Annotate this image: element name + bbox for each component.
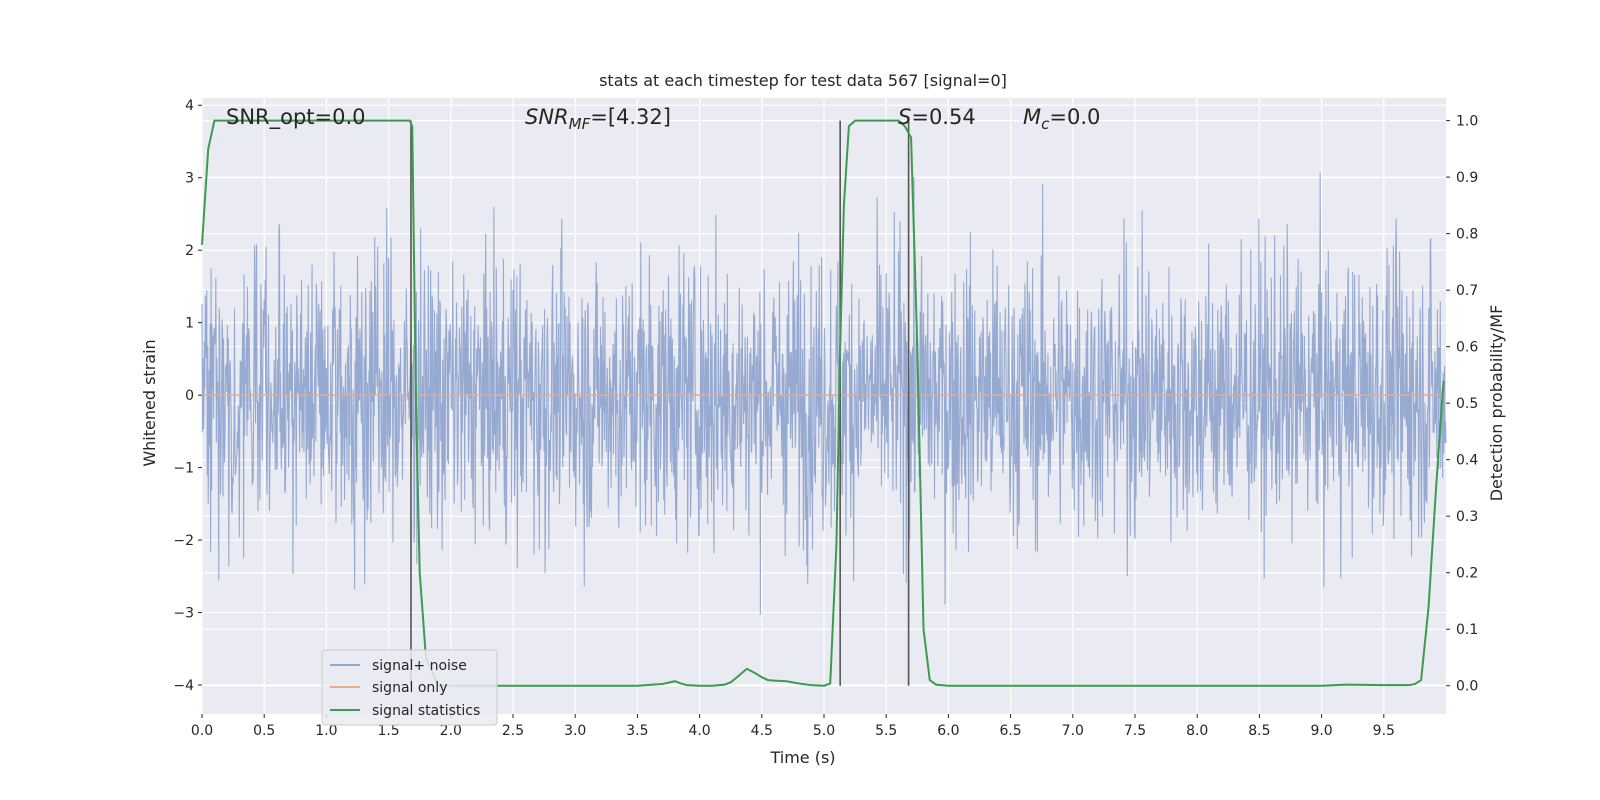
y2-tick-label: 0.6 [1456,340,1478,356]
x-tick-label: 9.5 [1373,723,1395,739]
annotation-s: S=0.54 [898,105,976,129]
y2-tick-label: 1.0 [1456,114,1478,130]
x-tick-label: 8.0 [1186,723,1208,739]
legend-label-signal-statistics: signal statistics [372,703,480,719]
y-axis-ticks: 4 3 2 1 0 −1 −2 −3 −4 [173,98,202,694]
y2-tick-label: 0.5 [1456,396,1478,412]
legend-box [321,649,498,726]
y-axis-label: Whitened strain [140,339,159,466]
x-tick-label: 4.0 [688,723,710,739]
x-tick-label: 2.5 [502,723,524,739]
x-tick-label: 8.5 [1248,723,1270,739]
y2-tick-label: 0.4 [1456,453,1478,469]
y2-tick-label: 0.2 [1456,566,1478,582]
x-tick-label: 6.0 [937,723,959,739]
x-tick-label: 3.0 [564,723,586,739]
y2-tick-label: 0.3 [1456,509,1478,525]
y2-tick-label: 0.9 [1456,170,1478,186]
signal-noise-line [201,172,1447,615]
x-axis-ticks: 0.0 0.5 1.0 1.5 2.0 2.5 3.0 3.5 4.0 4.5 5.0 5.5 6.0 6… [191,714,1395,739]
x-tick-label: 2.0 [440,723,462,739]
y2-tick-label: 0.1 [1456,622,1478,638]
x-tick-label: 7.5 [1124,723,1146,739]
y2-tick-label: 0.0 [1456,679,1478,695]
x-tick-label: 4.5 [751,723,773,739]
x-tick-label: 9.0 [1310,723,1332,739]
y-tick-label: 2 [185,243,194,259]
y-tick-label: −3 [173,606,194,622]
legend-label-signal-only: signal only [372,680,447,696]
y-tick-label: −1 [173,461,194,477]
annotation-snr-opt: SNR_opt=0.0 [226,105,366,130]
y-tick-label: 1 [185,316,194,332]
x-tick-label: 0.0 [191,723,213,739]
x-tick-label: 0.5 [253,723,275,739]
vertical-markers [410,120,910,686]
signal-statistics-series [201,119,1445,687]
signal-noise-series [201,172,1447,615]
x-tick-label: 1.5 [377,723,399,739]
x-tick-label: 5.5 [875,723,897,739]
signal-statistics-line [201,119,1445,687]
y2-axis-label: Detection probability/MF [1487,305,1506,502]
x-axis-label: Time (s) [769,748,835,767]
x-tick-label: 3.5 [626,723,648,739]
y2-axis-ticks: 1.0 0.9 0.8 0.7 0.6 0.5 0.4 0.3 0.2 0.1 0.0 [1446,114,1478,695]
y-tick-label: 3 [185,171,194,187]
y2-tick-label: 0.7 [1456,283,1478,299]
x-tick-label: 5.0 [813,723,835,739]
x-tick-label: 1.0 [315,723,337,739]
legend: signal+ noise signal only signal statist… [321,649,498,726]
x-tick-label: 6.5 [999,723,1021,739]
y-tick-label: 0 [185,388,194,404]
chart-title: stats at each timestep for test data 567… [599,71,1007,90]
annotation-snr-mf: SNRMF=[4.32] [525,105,671,133]
y-tick-label: −2 [173,533,194,549]
y2-tick-label: 0.8 [1456,227,1478,243]
legend-label-signal-noise: signal+ noise [372,658,467,674]
annotation-mc: Mc=0.0 [1023,105,1100,133]
y-tick-label: 4 [185,98,194,114]
x-tick-label: 7.0 [1062,723,1084,739]
y-tick-label: −4 [173,678,194,694]
